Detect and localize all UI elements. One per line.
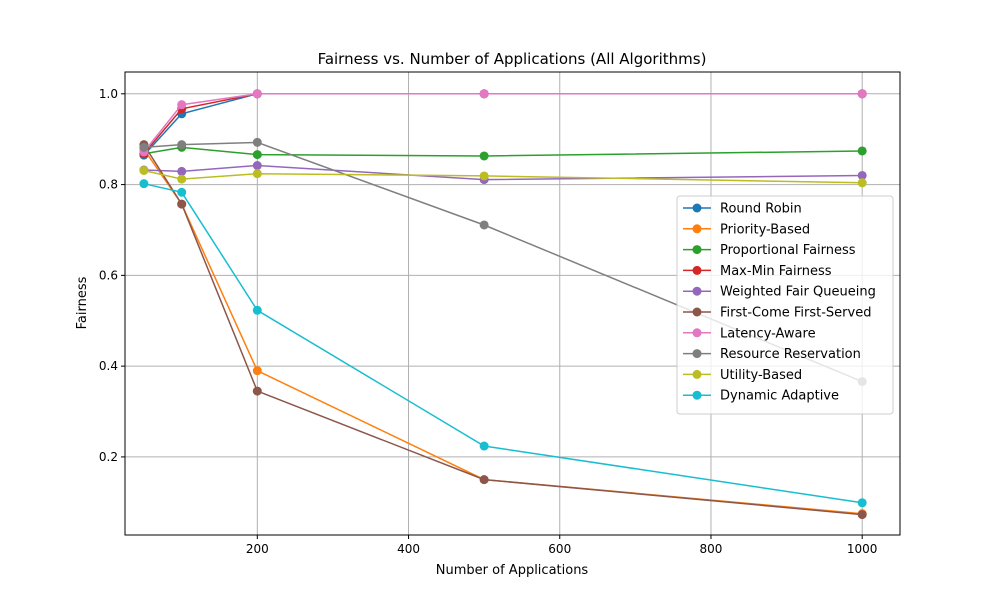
series-proportional-fairness <box>139 142 867 161</box>
y-tick-label: 0.6 <box>99 268 118 282</box>
x-tick-label: 600 <box>548 542 571 556</box>
series-dynamic-adaptive <box>139 179 867 508</box>
data-point <box>857 510 867 520</box>
data-point <box>479 151 489 161</box>
y-tick-label: 1.0 <box>99 87 118 101</box>
series-line <box>143 93 863 156</box>
legend-marker <box>692 307 702 317</box>
data-point <box>479 89 489 99</box>
legend-label: Resource Reservation <box>720 347 861 362</box>
legend-label: Utility-Based <box>720 368 802 383</box>
x-tick-label: 800 <box>700 542 723 556</box>
legend-frame <box>676 195 894 415</box>
data-point <box>479 441 489 451</box>
x-axis-label: Number of Applications <box>436 563 589 578</box>
legend-label: Proportional Fairness <box>720 243 856 258</box>
data-point <box>177 187 187 197</box>
legend-marker <box>692 349 702 359</box>
y-axis-label: Fairness <box>75 276 90 329</box>
legend-marker <box>692 224 702 234</box>
data-point <box>479 475 489 485</box>
data-point <box>857 146 867 156</box>
data-point <box>479 220 489 230</box>
data-point <box>177 140 187 150</box>
x-axis: 200 400 600 800 1000 <box>246 535 878 556</box>
x-tick-label: 1000 <box>847 542 878 556</box>
legend-marker <box>692 390 702 400</box>
series-utility-based <box>139 166 867 188</box>
series-line <box>143 93 863 155</box>
data-point <box>177 166 187 176</box>
x-tick-label: 200 <box>246 542 269 556</box>
data-point <box>857 498 867 508</box>
legend-label: Round Robin <box>720 202 802 217</box>
chart-title: Fairness vs. Number of Applications (All… <box>318 50 707 68</box>
data-point <box>177 100 187 110</box>
data-point <box>139 166 149 176</box>
data-point <box>252 386 262 396</box>
legend: Round Robin Priority-Based Proportional Fa… <box>676 195 894 415</box>
series-line <box>143 146 863 157</box>
legend-label: Priority-Based <box>720 222 810 237</box>
legend-label: Dynamic Adaptive <box>720 389 839 404</box>
legend-label: Latency-Aware <box>720 326 816 341</box>
series-max-min-fairness <box>139 89 867 159</box>
y-tick-label: 0.2 <box>99 450 118 464</box>
series-round-robin <box>139 89 867 160</box>
y-tick-label: 0.8 <box>99 178 118 192</box>
data-point <box>252 150 262 160</box>
data-point <box>252 137 262 147</box>
data-point <box>857 89 867 99</box>
data-point <box>139 179 149 189</box>
data-point <box>139 142 149 152</box>
series-first-come-first-served <box>139 140 867 520</box>
data-point <box>252 161 262 171</box>
y-tick-label: 0.4 <box>99 359 118 373</box>
series-line <box>143 164 863 181</box>
data-point <box>252 366 262 376</box>
legend-marker <box>692 369 702 379</box>
data-point <box>252 89 262 99</box>
x-tick-label: 400 <box>397 542 420 556</box>
y-axis: 0.2 0.4 0.6 0.8 1.0 <box>99 87 125 464</box>
legend-marker <box>692 203 702 213</box>
data-point <box>252 305 262 315</box>
legend-label: Weighted Fair Queueing <box>720 285 876 300</box>
data-point <box>857 178 867 188</box>
legend-marker <box>692 286 702 296</box>
data-point <box>177 199 187 209</box>
data-point <box>252 169 262 179</box>
legend-marker <box>692 328 702 338</box>
series-latency-aware <box>139 89 867 157</box>
plot-area-frame <box>124 71 901 536</box>
legend-label: First-Come First-Served <box>720 306 871 321</box>
legend-marker <box>692 245 702 255</box>
legend-label: Max-Min Fairness <box>720 264 832 279</box>
data-point <box>479 171 489 181</box>
data-point <box>857 170 867 180</box>
legend-marker <box>692 265 702 275</box>
data-point <box>177 174 187 184</box>
series-group <box>139 89 867 520</box>
